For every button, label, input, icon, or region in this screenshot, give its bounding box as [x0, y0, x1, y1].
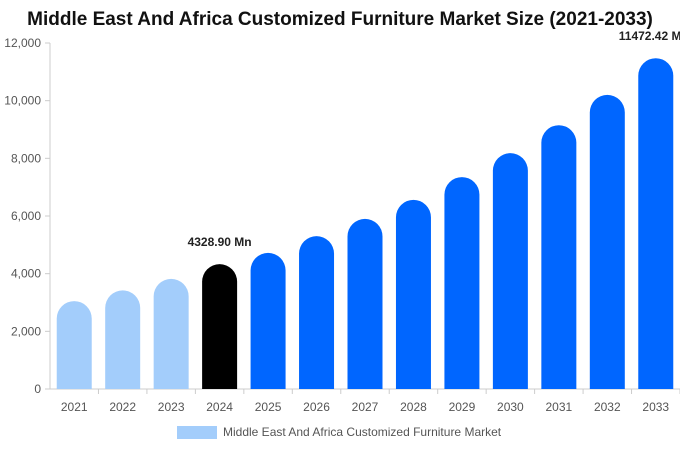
chart-legend: Middle East And Africa Customized Furnit… [177, 425, 501, 439]
bar-2024 [202, 264, 238, 389]
x-tick-label-2033: 2033 [642, 400, 669, 414]
y-tick-label: 8,000 [11, 151, 41, 165]
x-tick-label-2027: 2027 [352, 400, 379, 414]
x-tick-label-2031: 2031 [545, 400, 572, 414]
x-tick-label-2029: 2029 [449, 400, 476, 414]
bar-2033 [638, 58, 674, 390]
x-tick-label-2032: 2032 [594, 400, 621, 414]
chart-data-labels: 4328.90 Mn 11472.42 Mn [188, 29, 680, 249]
chart-axes: 0 2,000 4,000 6,000 8,000 10,000 12,000 2021 202… [4, 36, 680, 414]
bar-2031 [541, 125, 577, 389]
y-tick-label: 2,000 [11, 324, 41, 338]
bar-2022 [105, 290, 141, 389]
bar-2028 [395, 199, 431, 389]
y-tick-label: 4,000 [11, 267, 41, 281]
y-tick-label: 6,000 [11, 209, 41, 223]
bar-2026 [299, 236, 335, 389]
y-tick-label: 12,000 [4, 36, 41, 50]
y-tick-label: 0 [34, 382, 41, 396]
legend-swatch [177, 425, 217, 439]
chart-bars [56, 58, 674, 390]
x-tick-label-2021: 2021 [61, 400, 88, 414]
bar-2023 [153, 278, 189, 389]
x-tick-label-2023: 2023 [158, 400, 185, 414]
bar-2030 [492, 153, 528, 389]
x-tick-label-2030: 2030 [497, 400, 524, 414]
x-tick-label-2028: 2028 [400, 400, 427, 414]
x-tick-label-2022: 2022 [109, 400, 136, 414]
x-tick-label-2025: 2025 [255, 400, 282, 414]
y-tick-label: 10,000 [4, 94, 41, 108]
bar-2027 [347, 218, 383, 389]
x-tick-label-2024: 2024 [206, 400, 233, 414]
x-tick-label-2026: 2026 [303, 400, 330, 414]
bar-2021 [56, 301, 92, 389]
data-label-2024: 4328.90 Mn [188, 235, 252, 249]
chart-title: Middle East And Africa Customized Furnit… [27, 9, 653, 30]
legend-label: Middle East And Africa Customized Furnit… [223, 425, 502, 439]
data-label-2033: 11472.42 Mn [619, 29, 680, 43]
bar-2025 [250, 252, 286, 389]
bar-2029 [444, 177, 480, 389]
bar-2032 [589, 94, 625, 390]
